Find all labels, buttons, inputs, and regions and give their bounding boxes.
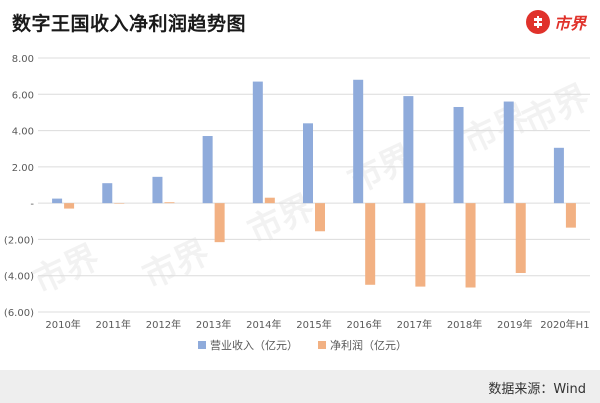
legend-swatch-profit	[318, 341, 326, 349]
y-tick-label: 4.00	[12, 127, 34, 138]
data-source: 数据来源：Wind	[488, 382, 586, 397]
revenue-bar	[353, 79, 364, 204]
profit-bar	[465, 203, 476, 288]
y-tick-label: 6.00	[12, 90, 34, 101]
profit-bar	[264, 197, 275, 204]
y-tick-label: (2.00)	[4, 235, 34, 246]
x-tick-label: 2011年	[96, 318, 131, 331]
x-tick-label: 2015年	[296, 318, 331, 331]
revenue-bar	[202, 136, 213, 204]
footer: 数据来源：Wind	[0, 370, 600, 403]
profit-bar	[515, 203, 526, 273]
y-tick-label: 2.00	[12, 163, 34, 174]
x-tick-label: 2013年	[196, 318, 231, 331]
x-tick-label: 2019年	[497, 318, 532, 331]
chart-area: 市界 市界 市界 市界 市界 市界 8.00 6.00 4.00 2.00- (2.00) (4.00…	[0, 44, 600, 370]
chart-title: 数字王国收入净利润趋势图	[12, 13, 247, 35]
profit-bar	[565, 203, 576, 228]
y-tick-label: (4.00)	[4, 272, 34, 283]
x-tick-label: 2018年	[447, 318, 482, 331]
profit-bar	[114, 203, 125, 204]
profit-bar	[365, 203, 376, 285]
watermark: 市界	[27, 237, 106, 302]
x-tick-label: 2017年	[397, 318, 432, 331]
profit-bar	[64, 203, 75, 209]
x-tick-label: 2020年H1	[540, 318, 589, 331]
revenue-bar	[553, 147, 564, 204]
revenue-bar	[252, 81, 263, 204]
watermark: 市界	[137, 232, 216, 297]
brand-icon	[525, 10, 550, 34]
revenue-bar	[303, 123, 313, 204]
x-tick-label: 2010年	[45, 318, 80, 331]
x-tick-label: 2014年	[246, 318, 281, 331]
revenue-bar	[403, 96, 414, 204]
profit-bar	[214, 203, 225, 243]
y-tick-label: 8.00	[12, 54, 34, 65]
brand-name: 市界	[553, 14, 586, 33]
y-tick-label: -	[30, 199, 34, 210]
revenue-bar	[152, 176, 163, 204]
revenue-bar	[503, 101, 514, 204]
x-tick-label: 2016年	[346, 318, 381, 331]
watermark: 市界	[517, 77, 596, 142]
revenue-bar	[52, 198, 63, 204]
chart-header: 数字王国收入净利润趋势图 市界	[0, 0, 600, 44]
brand-logo: 市界	[525, 8, 586, 36]
revenue-bar	[453, 106, 464, 204]
revenue-bar	[102, 183, 113, 204]
legend-label-revenue: 营业收入（亿元）	[210, 338, 298, 352]
legend-swatch-revenue	[198, 341, 206, 349]
profit-bar	[164, 202, 175, 204]
legend-label-profit: 净利润（亿元）	[330, 338, 407, 352]
profit-bar	[315, 203, 325, 232]
profit-bar	[415, 203, 426, 287]
x-tick-label: 2012年	[146, 318, 181, 331]
y-tick-label: (6.00)	[4, 308, 34, 319]
bar-chart: 市界 市界市界市界市界市界8.006.004.002.00-(2.00)(4.00…	[4, 54, 596, 352]
